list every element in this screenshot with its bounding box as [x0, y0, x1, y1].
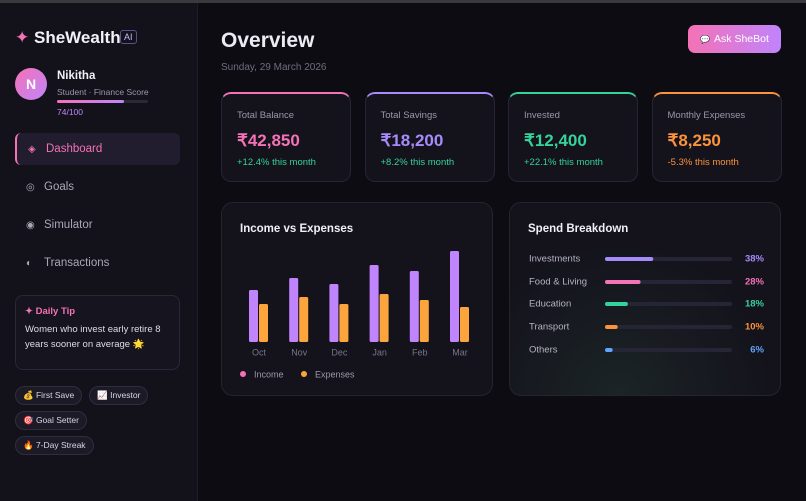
tip-title-text: Daily Tip: [35, 306, 76, 317]
card-value: ₹12,400: [524, 131, 587, 150]
nav-label: Dashboard: [46, 143, 103, 155]
bar: [369, 265, 379, 342]
track: [605, 348, 732, 352]
logo-icon: ✦: [15, 28, 30, 47]
bar: [329, 284, 339, 342]
tip-title: ✦ Daily Tip: [25, 306, 76, 317]
nav-item[interactable]: ◐ Transactions: [26, 257, 110, 269]
achievement: 💰 First Save: [15, 386, 83, 405]
card-label: Total Savings: [380, 110, 438, 121]
stat-card: Monthly Expenses ₹8,250 -5.3% this month: [651, 92, 782, 182]
achievement: 📈 Investor: [89, 386, 149, 405]
card-change: +12.4% this month: [237, 157, 316, 168]
bar: [409, 271, 419, 342]
achievement: 🔥 7-Day Streak: [15, 436, 94, 455]
category-label: Food & Living: [529, 277, 587, 288]
card-label: Invested: [524, 110, 560, 121]
card-change: +22.1% this month: [524, 157, 603, 168]
value-label: 28%: [745, 277, 765, 288]
bar: [299, 297, 309, 342]
card-value: ₹42,850: [237, 131, 300, 150]
bar: [339, 304, 349, 342]
category-label: Others: [529, 345, 558, 356]
score-fill: [57, 100, 125, 103]
value-label: 18%: [745, 299, 765, 310]
value-label: 38%: [745, 254, 765, 265]
bar: [605, 257, 654, 261]
stat-card: Total Balance ₹42,850 +12.4% this month: [221, 92, 351, 182]
card-change: +8.2% this month: [380, 157, 455, 168]
bar: [605, 280, 641, 284]
card-value: ₹8,250: [667, 131, 721, 150]
user-name: Nikitha: [57, 70, 96, 82]
card-value: ₹18,200: [380, 131, 444, 150]
nav-label: Transactions: [44, 257, 110, 269]
nav-item[interactable]: ◎ Goals: [26, 181, 75, 193]
spend-panel: Spend Breakdown Investments 38% Food & Liv…: [509, 202, 781, 396]
legend-label: Expenses: [315, 369, 355, 379]
category-label: Education: [529, 299, 571, 310]
bar: [605, 302, 628, 306]
chart-panel: Income vs Expenses Oct Nov Dec Jan Feb Mar Inc…: [221, 202, 493, 396]
x-tick-label: Feb: [412, 347, 428, 357]
spend-chart: Investments 38% Food & Living 28% Education 1…: [529, 254, 765, 356]
x-tick-label: Nov: [291, 347, 308, 357]
stat-card: Total Savings ₹18,200 +8.2% this month: [364, 92, 495, 182]
stat-card: Invested ₹12,400 +22.1% this month: [508, 92, 638, 182]
legend-dot: [240, 371, 246, 377]
bar: [460, 307, 469, 342]
achievements: 💰 First Save 📈 Investor 🎯 Goal Setter 🔥 …: [15, 386, 165, 455]
nav-label: Goals: [44, 181, 75, 193]
date: Sunday, 29 March 2026: [221, 62, 327, 73]
x-tick-label: Jan: [372, 347, 387, 357]
score-track: [57, 100, 148, 103]
avatar: N: [15, 68, 47, 100]
bar: [605, 325, 618, 329]
panel-title: Income vs Expenses: [240, 223, 354, 235]
card-label: Total Balance: [237, 110, 295, 121]
x-tick-label: Dec: [331, 347, 348, 357]
bar: [419, 300, 429, 342]
ai-badge: AI: [120, 30, 137, 44]
bar: [249, 290, 258, 342]
bar-chart: Oct Nov Dec Jan Feb Mar Income Expenses: [240, 251, 469, 379]
legend-dot: [301, 371, 307, 377]
category-label: Investments: [529, 254, 580, 265]
track: [605, 325, 732, 329]
nav-item[interactable]: ◈ Dashboard: [15, 133, 180, 165]
card-label: Monthly Expenses: [667, 110, 746, 121]
button-label: Ask SheBot: [714, 33, 769, 45]
bar: [450, 251, 459, 342]
ask-button[interactable]: 💬 Ask SheBot: [688, 25, 781, 53]
bar: [379, 294, 389, 342]
tip-box: [15, 295, 180, 370]
bar: [259, 304, 268, 342]
legend-label: Income: [254, 369, 284, 379]
value-label: 6%: [750, 345, 764, 356]
user-subtitle: Student · Finance Score: [57, 87, 149, 97]
x-tick-label: Oct: [252, 347, 267, 357]
top-strip: [0, 0, 806, 3]
logo: SheWealth: [34, 28, 121, 47]
bar: [605, 348, 613, 352]
score-label: 74/100: [57, 107, 83, 117]
category-label: Transport: [529, 322, 570, 333]
panel-title: Spend Breakdown: [528, 223, 629, 235]
achievement: 🎯 Goal Setter: [15, 411, 87, 430]
value-label: 10%: [745, 322, 765, 333]
tip-text: Women who invest early retire 8 years so…: [25, 324, 161, 350]
nav-item[interactable]: ◉ Simulator: [26, 219, 93, 231]
page-title: Overview: [221, 29, 315, 52]
x-tick-label: Mar: [452, 347, 468, 357]
bar: [289, 278, 299, 342]
nav-label: Simulator: [44, 219, 93, 231]
track: [605, 302, 732, 306]
card-change: -5.3% this month: [667, 157, 739, 168]
